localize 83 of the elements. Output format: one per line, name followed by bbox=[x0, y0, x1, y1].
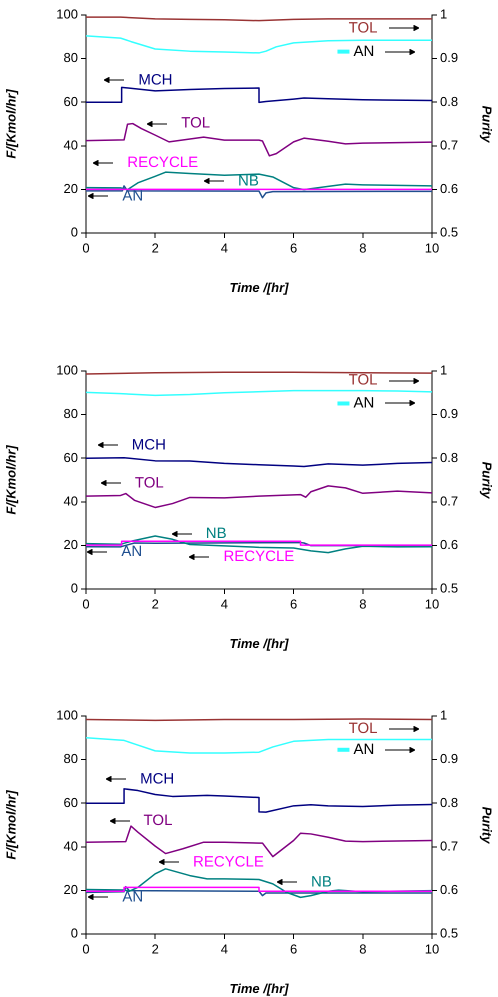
y-tick-label: 60 bbox=[64, 794, 78, 810]
x-axis-title: Time /[hr] bbox=[230, 636, 290, 651]
y2-tick-label: 0.7 bbox=[440, 137, 458, 152]
x-tick-label: 4 bbox=[220, 596, 228, 612]
series-label: RECYCLE bbox=[193, 853, 264, 870]
legend-label: AN bbox=[353, 42, 374, 60]
x-tick-label: 4 bbox=[220, 240, 228, 256]
y-tick-label: 20 bbox=[64, 536, 78, 552]
y-tick-label: 40 bbox=[64, 838, 78, 854]
y-tick-label: 100 bbox=[56, 708, 78, 723]
x-tick-label: 10 bbox=[424, 240, 440, 256]
y2-tick-label: 1 bbox=[440, 362, 448, 378]
y-tick-label: 100 bbox=[56, 6, 78, 22]
x-tick-label: 2 bbox=[152, 941, 159, 956]
y-tick-label: 80 bbox=[64, 406, 78, 422]
y2-tick-label: 0.5 bbox=[440, 926, 458, 941]
x-tick-label: 8 bbox=[359, 240, 366, 256]
y2-tick-label: 1 bbox=[440, 6, 448, 22]
y2-tick-label: 1 bbox=[440, 708, 448, 723]
y2-tick-label: 0.8 bbox=[440, 450, 458, 465]
y2-tick-label: 0.9 bbox=[440, 751, 458, 766]
y-tick-label: 60 bbox=[64, 94, 78, 109]
series-label: AN bbox=[122, 888, 144, 906]
y2-tick-label: 0.6 bbox=[440, 536, 458, 552]
x-tick-label: 6 bbox=[290, 596, 298, 612]
y-tick-label: 0 bbox=[70, 224, 78, 240]
legend-label: AN bbox=[353, 394, 374, 412]
x-axis-title: Time /[hr] bbox=[230, 980, 290, 996]
series-label: NB bbox=[310, 873, 332, 890]
x-tick-label: 6 bbox=[290, 941, 298, 956]
series-label: TOL bbox=[144, 812, 172, 830]
x-tick-label: 8 bbox=[359, 941, 366, 956]
y-tick-label: 40 bbox=[64, 493, 78, 508]
x-axis-title: Time /[hr] bbox=[230, 280, 290, 295]
series-label: MCH bbox=[140, 770, 174, 788]
series-label: NB bbox=[238, 172, 259, 190]
series-label: MCH bbox=[138, 71, 173, 88]
x-tick-label: 10 bbox=[424, 941, 440, 956]
y2-tick-label: 0.6 bbox=[440, 180, 458, 196]
legend-label: AN bbox=[353, 740, 374, 758]
y-tick-label: 80 bbox=[64, 50, 78, 66]
series-label: TOL bbox=[348, 720, 378, 737]
y2-tick-label: 0.7 bbox=[440, 838, 458, 854]
y2-axis-title: Purity bbox=[480, 806, 495, 844]
y2-axis-title: Purity bbox=[480, 462, 495, 500]
y2-tick-label: 0.8 bbox=[440, 794, 458, 810]
y2-tick-label: 0.8 bbox=[440, 94, 458, 109]
series-label: AN bbox=[121, 543, 142, 560]
series-label: TOL bbox=[348, 19, 378, 36]
y-tick-label: 60 bbox=[64, 450, 78, 465]
series-label: TOL bbox=[134, 474, 164, 492]
x-tick-label: 0 bbox=[82, 596, 90, 612]
y-tick-label: 80 bbox=[64, 751, 78, 766]
x-tick-label: 0 bbox=[82, 240, 90, 256]
series-label: TOL bbox=[181, 114, 210, 132]
series-label: TOL bbox=[348, 372, 378, 389]
y-axis-title: F/[Kmol/hr] bbox=[3, 88, 18, 159]
y-tick-label: 0 bbox=[70, 926, 78, 941]
x-tick-label: 2 bbox=[152, 240, 159, 256]
y2-tick-label: 0.7 bbox=[440, 493, 458, 508]
y2-tick-label: 0.5 bbox=[440, 224, 458, 240]
x-tick-label: 6 bbox=[290, 240, 298, 256]
y2-tick-label: 0.9 bbox=[440, 50, 458, 66]
y2-tick-label: 0.9 bbox=[440, 406, 458, 422]
series-label: MCH bbox=[132, 436, 166, 454]
y-axis-title: F/[Kmol/hr] bbox=[3, 790, 18, 860]
series-label: RECYCLE bbox=[127, 154, 198, 171]
y2-tick-label: 0.5 bbox=[440, 580, 458, 596]
y-tick-label: 20 bbox=[64, 882, 78, 897]
y-axis-title: F/[Kmol/hr] bbox=[3, 444, 18, 515]
x-tick-label: 2 bbox=[152, 596, 159, 612]
series-label: RECYCLE bbox=[223, 548, 294, 566]
y-tick-label: 100 bbox=[56, 362, 78, 378]
x-tick-label: 0 bbox=[82, 941, 90, 956]
y-tick-label: 40 bbox=[64, 137, 78, 152]
y-tick-label: 20 bbox=[64, 180, 78, 196]
x-tick-label: 8 bbox=[359, 596, 366, 612]
series-label: NB bbox=[206, 524, 227, 542]
y2-tick-label: 0.6 bbox=[440, 882, 458, 897]
x-tick-label: 4 bbox=[220, 941, 228, 956]
y2-axis-title: Purity bbox=[480, 106, 495, 144]
y-tick-label: 0 bbox=[70, 580, 78, 596]
x-tick-label: 10 bbox=[424, 596, 440, 612]
